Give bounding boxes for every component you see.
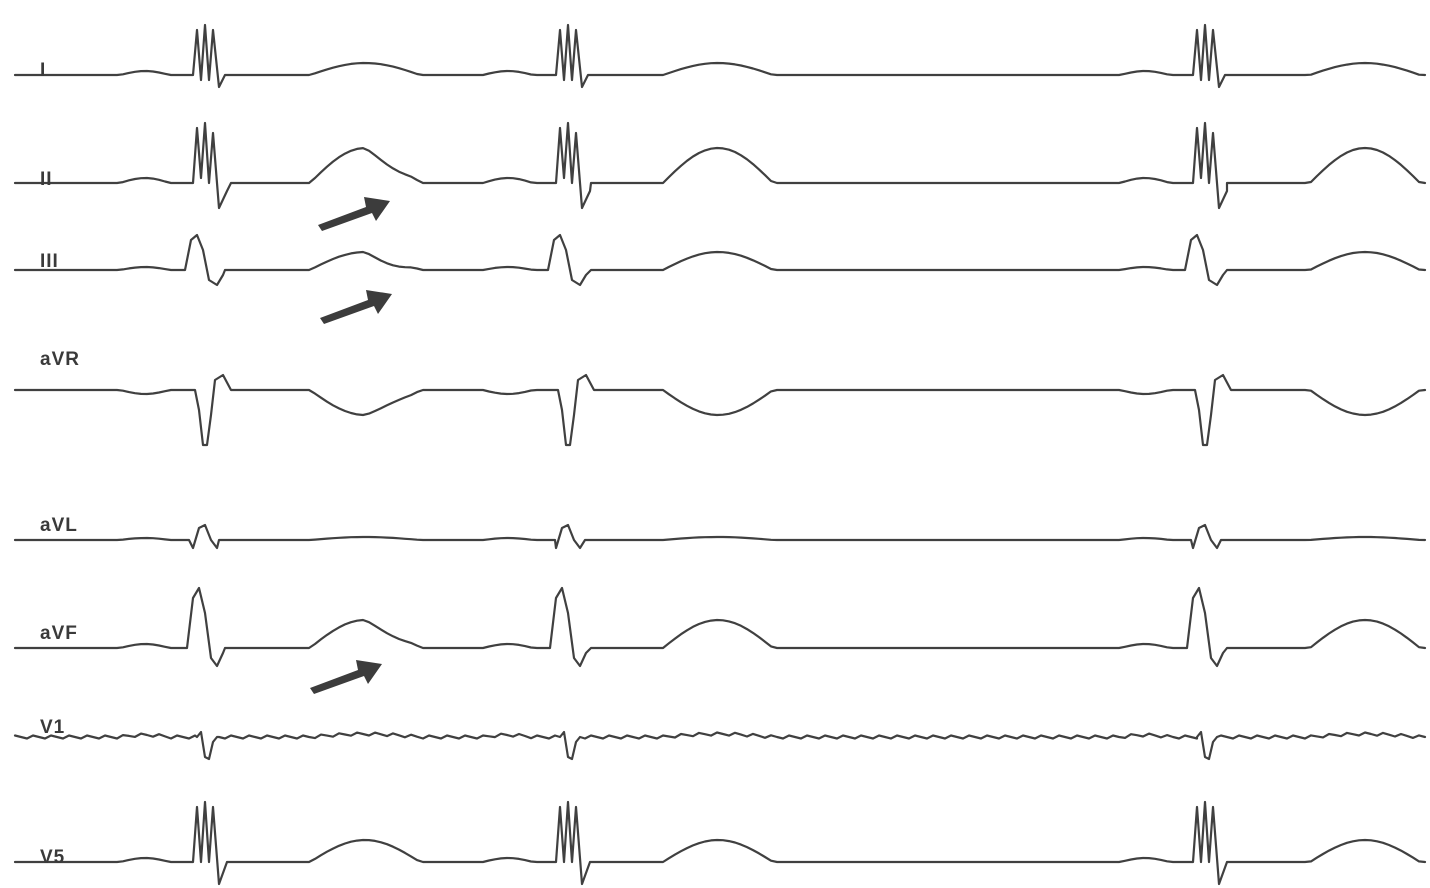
ecg-trace-aVL bbox=[13, 523, 1427, 550]
st-arrow-icon-II bbox=[318, 197, 390, 231]
ecg-trace-V5 bbox=[13, 800, 1427, 886]
lead-label-aVR: aVR bbox=[40, 349, 80, 370]
lead-label-III: III bbox=[40, 251, 59, 272]
ecg-trace-II bbox=[13, 121, 1427, 210]
ecg-trace-I bbox=[13, 23, 1427, 89]
lead-label-V1: V1 bbox=[40, 717, 66, 738]
ecg-trace-V1 bbox=[13, 730, 1427, 761]
ecg-trace-aVR bbox=[13, 373, 1427, 447]
lead-label-II: II bbox=[40, 169, 53, 190]
ecg-trace-III bbox=[13, 233, 1427, 287]
lead-label-aVL: aVL bbox=[40, 515, 78, 536]
st-arrow-icon-III bbox=[320, 290, 392, 324]
st-arrow-icon-aVF bbox=[310, 660, 382, 694]
lead-label-I: I bbox=[40, 60, 47, 81]
lead-label-aVF: aVF bbox=[40, 623, 78, 644]
ecg-trace-aVF bbox=[13, 586, 1427, 668]
lead-label-V5: V5 bbox=[40, 847, 66, 868]
